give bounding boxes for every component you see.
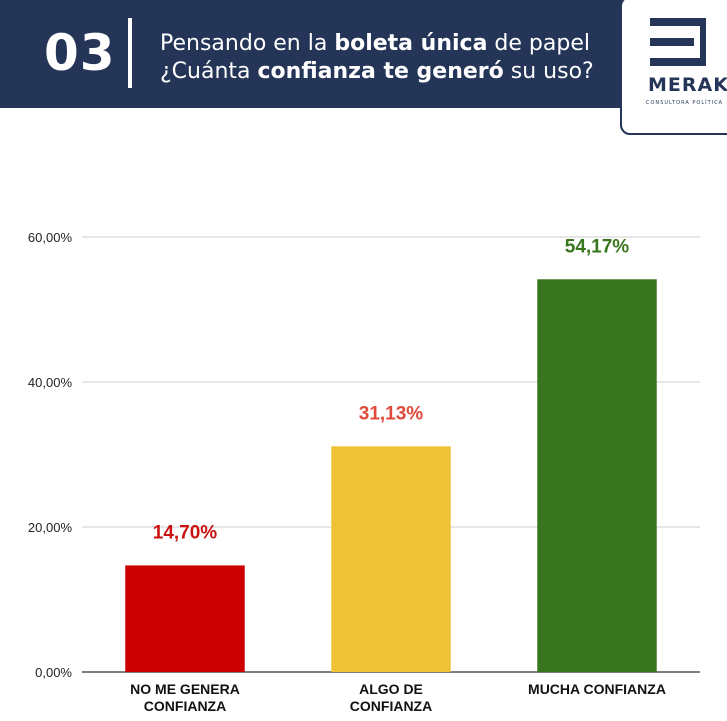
question-line-1: Pensando en la boleta única de papel [160,31,590,56]
data-label: 14,70% [153,522,218,543]
question-text: Pensando en la boleta única de papel ¿Cu… [160,30,594,86]
bar [537,279,657,672]
x-tick-label: ALGO DE [359,681,423,697]
data-label: 54,17% [565,236,630,257]
meraki-logo: MERAKI CONSULTORA POLÍTICA [620,0,727,135]
question-number: 03 [44,24,116,82]
logo-subtitle: CONSULTORA POLÍTICA [646,100,724,106]
data-label: 31,13% [359,403,424,424]
x-tick-label: NO ME GENERA [130,681,240,697]
bar [331,446,451,672]
x-tick-label: CONFIANZA [350,698,432,714]
y-tick-label: 20,00% [28,520,73,535]
header-divider [128,18,132,88]
meraki-logo-mark-icon [650,18,706,66]
y-tick-label: 0,00% [35,665,72,680]
x-tick-label: CONFIANZA [144,698,226,714]
question-line-2: ¿Cuánta confianza te generó su uso? [160,59,594,84]
logo-wordmark: MERAKI [648,74,727,96]
header-banner: 03 Pensando en la boleta única de papel … [0,0,727,108]
y-tick-label: 40,00% [28,375,73,390]
x-tick-label: MUCHA CONFIANZA [528,681,666,697]
bar [125,565,245,672]
y-tick-label: 60,00% [28,230,73,245]
